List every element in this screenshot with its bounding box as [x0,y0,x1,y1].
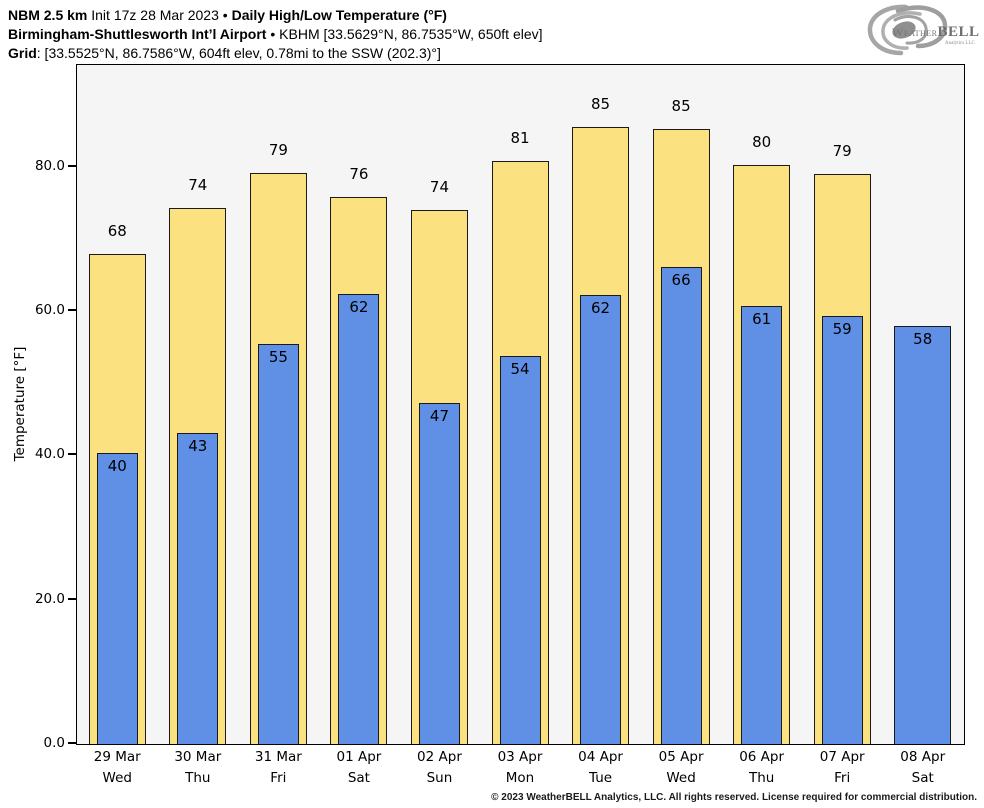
x-axis-label: 08 Apr Sat [900,747,945,789]
plot-area: 0.0 20.0 40.0 60.0 80.0 68 40 29 Mar Wed 74 43 30 M… [35,64,965,786]
grid-label: Grid [8,45,37,61]
x-tick-date: 29 Mar [93,749,141,765]
low-temp-bar [96,453,138,744]
product-title: Daily High/Low Temperature (°F) [231,7,447,23]
x-tick-date: 06 Apr [739,749,785,765]
low-value-label: 58 [913,329,933,348]
y-axis-tick [67,164,76,167]
bullet-separator: • [222,7,228,23]
header-line-3: Grid: [33.5525°N, 86.7586°W, 604ft elev,… [8,44,543,63]
low-temp-bar [338,293,380,744]
x-tick-date: 07 Apr [819,749,865,765]
low-temp-bar [894,325,952,744]
x-axis-label: 06 Apr Thu [739,747,784,789]
low-value-label: 59 [832,319,852,338]
hurricane-swirl-icon [867,4,948,56]
x-axis-label: 02 Apr Sun [417,747,462,789]
y-tick-label: 60.0 [34,302,65,319]
high-value-label: 81 [510,129,530,148]
header-line-1: NBM 2.5 km Init 17z 28 Mar 2023 • Daily … [8,6,543,25]
x-axis-label: 31 Mar Fri [255,747,302,789]
chart-header: NBM 2.5 km Init 17z 28 Mar 2023 • Daily … [8,6,543,63]
init-time: Init 17z 28 Mar 2023 [91,7,219,23]
y-axis-label: Temperature [°F] [12,346,28,462]
high-value-label: 80 [752,132,772,151]
y-tick-label: 0.0 [43,735,65,751]
x-tick-date: 04 Apr [578,749,623,765]
y-axis-tick [67,742,76,744]
low-value-label: 62 [590,299,611,318]
model-name: NBM 2.5 km [8,7,88,23]
low-temp-bar [418,402,460,744]
station-name: Birmingham-Shuttlesworth Int’l Airport [8,26,267,42]
low-value-label: 62 [349,297,369,316]
high-value-label: 79 [268,140,288,159]
low-value-label: 61 [752,310,772,329]
y-axis-tick [67,453,76,456]
logo-brand-text: WeatherBELL [892,24,980,40]
low-value-label: 66 [671,270,691,289]
x-tick-weekday: Tue [588,770,613,786]
y-axis-tick [67,597,76,600]
high-value-label: 85 [671,96,691,115]
x-tick-weekday: Thu [748,770,775,786]
low-value-label: 43 [188,437,208,456]
high-value-label: 79 [832,142,852,161]
x-tick-date: 30 Mar [174,749,222,765]
x-tick-date: 31 Mar [254,749,302,765]
low-value-label: 47 [429,406,449,425]
header-line-2: Birmingham-Shuttlesworth Int’l Airport •… [8,25,543,44]
high-value-label: 68 [107,221,127,240]
x-axis-label: 07 Apr Fri [820,747,865,789]
x-axis-label: 05 Apr Wed [659,747,704,789]
y-tick-label: 20.0 [34,590,65,607]
low-temp-bar [660,266,702,744]
x-axis-label: 03 Apr Mon [498,747,543,789]
bullet-separator: • [270,26,276,42]
x-tick-date: 01 Apr [336,749,382,765]
x-tick-date: 05 Apr [658,749,704,765]
x-tick-weekday: Wed [102,770,132,786]
logo-subtitle: Analytics LLC [945,41,976,46]
high-value-label: 76 [349,164,369,183]
high-value-label: 85 [590,94,611,113]
x-tick-weekday: Wed [666,770,696,786]
grid-meta: : [33.5525°N, 86.7586°W, 604ft elev, 0.7… [36,45,441,61]
x-tick-weekday: Fri [270,770,287,786]
low-value-label: 54 [510,359,530,378]
y-axis-tick [67,309,76,312]
high-value-label: 74 [429,178,449,197]
low-temp-bar [741,306,783,744]
copyright-footer: © 2023 WeatherBELL Analytics, LLC. All r… [491,792,977,803]
x-axis-label: 01 Apr Sat [336,747,381,789]
low-temp-bar [177,433,219,744]
high-value-label: 74 [188,176,208,195]
x-tick-weekday: Thu [185,770,211,786]
low-temp-bar [821,315,863,744]
y-tick-label: 80.0 [34,157,65,174]
x-axis-label: 30 Mar Thu [174,747,221,789]
low-value-label: 55 [268,348,288,367]
weatherbell-logo: WeatherBELL Analytics LLC [867,4,980,56]
x-tick-date: 08 Apr [900,749,946,765]
x-tick-date: 02 Apr [417,749,462,765]
station-meta: KBHM [33.5629°N, 86.7535°W, 650ft elev] [279,26,543,42]
x-tick-weekday: Mon [505,770,535,786]
y-tick-label: 40.0 [34,446,65,463]
x-axis-label: 29 Mar Wed [94,747,141,789]
x-tick-weekday: Sat [911,770,934,786]
x-tick-weekday: Fri [834,770,851,786]
low-temp-bar [499,355,541,744]
low-temp-bar [580,295,622,744]
x-tick-date: 03 Apr [497,749,543,765]
low-value-label: 40 [107,457,127,476]
x-axis-label: 04 Apr Tue [578,747,623,789]
x-tick-weekday: Sat [347,770,370,786]
x-tick-weekday: Sun [426,770,453,786]
low-temp-bar [257,344,299,744]
